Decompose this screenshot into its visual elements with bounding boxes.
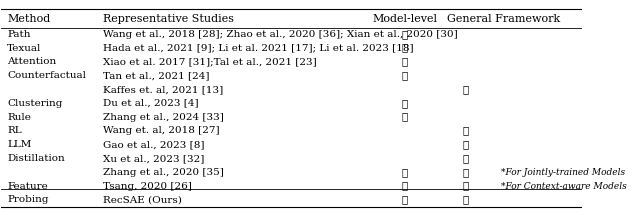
Text: Clustering: Clustering [7, 99, 63, 108]
Text: Probing: Probing [7, 195, 49, 204]
Text: Gao et al., 2023 [8]: Gao et al., 2023 [8] [103, 140, 205, 149]
Text: Texual: Texual [7, 44, 42, 53]
Text: ✓: ✓ [463, 154, 469, 163]
Text: Tsang, 2020 [26]: Tsang, 2020 [26] [103, 181, 192, 190]
Text: ✓: ✓ [463, 85, 469, 94]
Text: Distillation: Distillation [7, 154, 65, 163]
Text: Zhang et al., 2024 [33]: Zhang et al., 2024 [33] [103, 112, 224, 121]
Text: RL: RL [7, 126, 22, 135]
Text: Du et al., 2023 [4]: Du et al., 2023 [4] [103, 99, 198, 108]
Text: ✓: ✓ [402, 195, 408, 204]
Text: ✓: ✓ [463, 126, 469, 135]
Text: *For Context-aware Models: *For Context-aware Models [501, 181, 627, 190]
Text: ✓: ✓ [402, 99, 408, 108]
Text: ✓: ✓ [402, 112, 408, 121]
Text: Wang et al., 2018 [28]; Zhao et al., 2020 [36]; Xian et al., 2020 [30]: Wang et al., 2018 [28]; Zhao et al., 202… [103, 30, 458, 39]
Text: Wang et. al, 2018 [27]: Wang et. al, 2018 [27] [103, 126, 220, 135]
Text: *For Jointly-trained Models: *For Jointly-trained Models [501, 168, 625, 177]
Text: LLM: LLM [7, 140, 31, 149]
Text: ✓: ✓ [402, 30, 408, 39]
Text: Attention: Attention [7, 57, 56, 66]
Text: General Framework: General Framework [447, 14, 561, 25]
Text: ✓: ✓ [402, 71, 408, 80]
Text: Xu et al., 2023 [32]: Xu et al., 2023 [32] [103, 154, 204, 163]
Text: Xiao et al. 2017 [31];Tal et al., 2021 [23]: Xiao et al. 2017 [31];Tal et al., 2021 [… [103, 57, 317, 66]
Text: Representative Studies: Representative Studies [103, 14, 234, 25]
Text: ✓: ✓ [402, 44, 408, 53]
Text: Counterfactual: Counterfactual [7, 71, 86, 80]
Text: Model-level: Model-level [372, 14, 438, 25]
Text: Path: Path [7, 30, 31, 39]
Text: Hada et al., 2021 [9]; Li et al. 2021 [17]; Li et al. 2023 [18]: Hada et al., 2021 [9]; Li et al. 2021 [1… [103, 44, 413, 53]
Text: Kaffes et. al, 2021 [13]: Kaffes et. al, 2021 [13] [103, 85, 223, 94]
Text: Method: Method [7, 14, 51, 25]
Text: ✓: ✓ [402, 57, 408, 66]
Text: RecSAE (Ours): RecSAE (Ours) [103, 195, 182, 204]
Text: ✓: ✓ [402, 181, 408, 190]
Text: ✓: ✓ [463, 168, 469, 177]
Text: ✓: ✓ [463, 195, 469, 204]
Text: Zhang et al., 2020 [35]: Zhang et al., 2020 [35] [103, 168, 224, 177]
Text: Tan et al., 2021 [24]: Tan et al., 2021 [24] [103, 71, 209, 80]
Text: ✓: ✓ [463, 181, 469, 190]
Text: ✓: ✓ [402, 168, 408, 177]
Text: Rule: Rule [7, 112, 31, 121]
Text: ✓: ✓ [463, 140, 469, 149]
Text: Feature: Feature [7, 181, 48, 190]
